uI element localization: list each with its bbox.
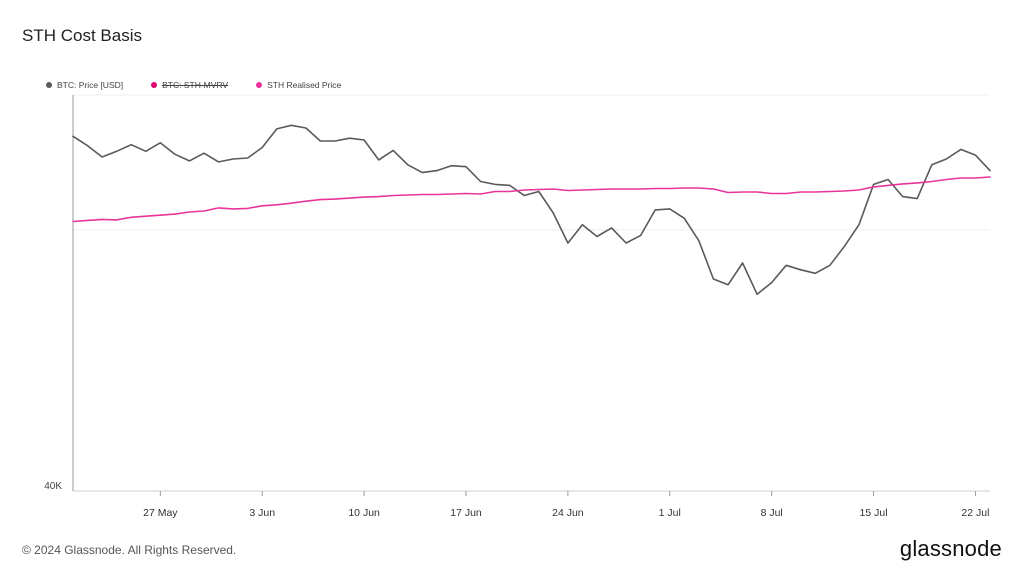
x-tick-label: 27 May: [143, 507, 178, 519]
legend-label-btc-price: BTC: Price [USD]: [57, 80, 124, 90]
chart-title: STH Cost Basis: [22, 26, 142, 45]
legend-dot-sth-realised-price: [256, 82, 263, 88]
series-line-sth-realised-price: [72, 176, 991, 223]
legend-dot-btc-price: [46, 82, 52, 88]
y-tick-label: 40K: [44, 481, 62, 492]
glassnode-logo: glassnode: [899, 536, 1002, 561]
x-tick-label: 15 Jul: [860, 507, 888, 519]
legend-dot-sth-mvrv: [151, 82, 158, 88]
x-tick-label: 10 Jun: [348, 507, 380, 519]
chart-legend: BTC: Price [USD] BTC: STH-MVRV STH Reali…: [46, 80, 341, 90]
legend-item-sth-realised-price[interactable]: STH Realised Price: [256, 80, 341, 90]
copyright-text: © 2024 Glassnode. All Rights Reserved.: [22, 543, 237, 557]
legend-label-sth-realised-price: STH Realised Price: [267, 80, 342, 90]
x-tick-label: 17 Jun: [450, 507, 482, 519]
legend-item-sth-mvrv[interactable]: BTC: STH-MVRV: [151, 80, 228, 90]
x-tick-label: 8 Jul: [761, 507, 783, 519]
x-tick-label: 1 Jul: [659, 507, 681, 519]
series-line-btc-price: [72, 124, 991, 296]
legend-item-btc-price[interactable]: BTC: Price [USD]: [46, 80, 123, 90]
x-tick-label: 22 Jul: [961, 507, 989, 519]
x-tick-label: 24 Jun: [552, 507, 584, 519]
legend-label-sth-mvrv: BTC: STH-MVRV: [162, 80, 229, 90]
x-tick-label: 3 Jun: [249, 507, 275, 519]
